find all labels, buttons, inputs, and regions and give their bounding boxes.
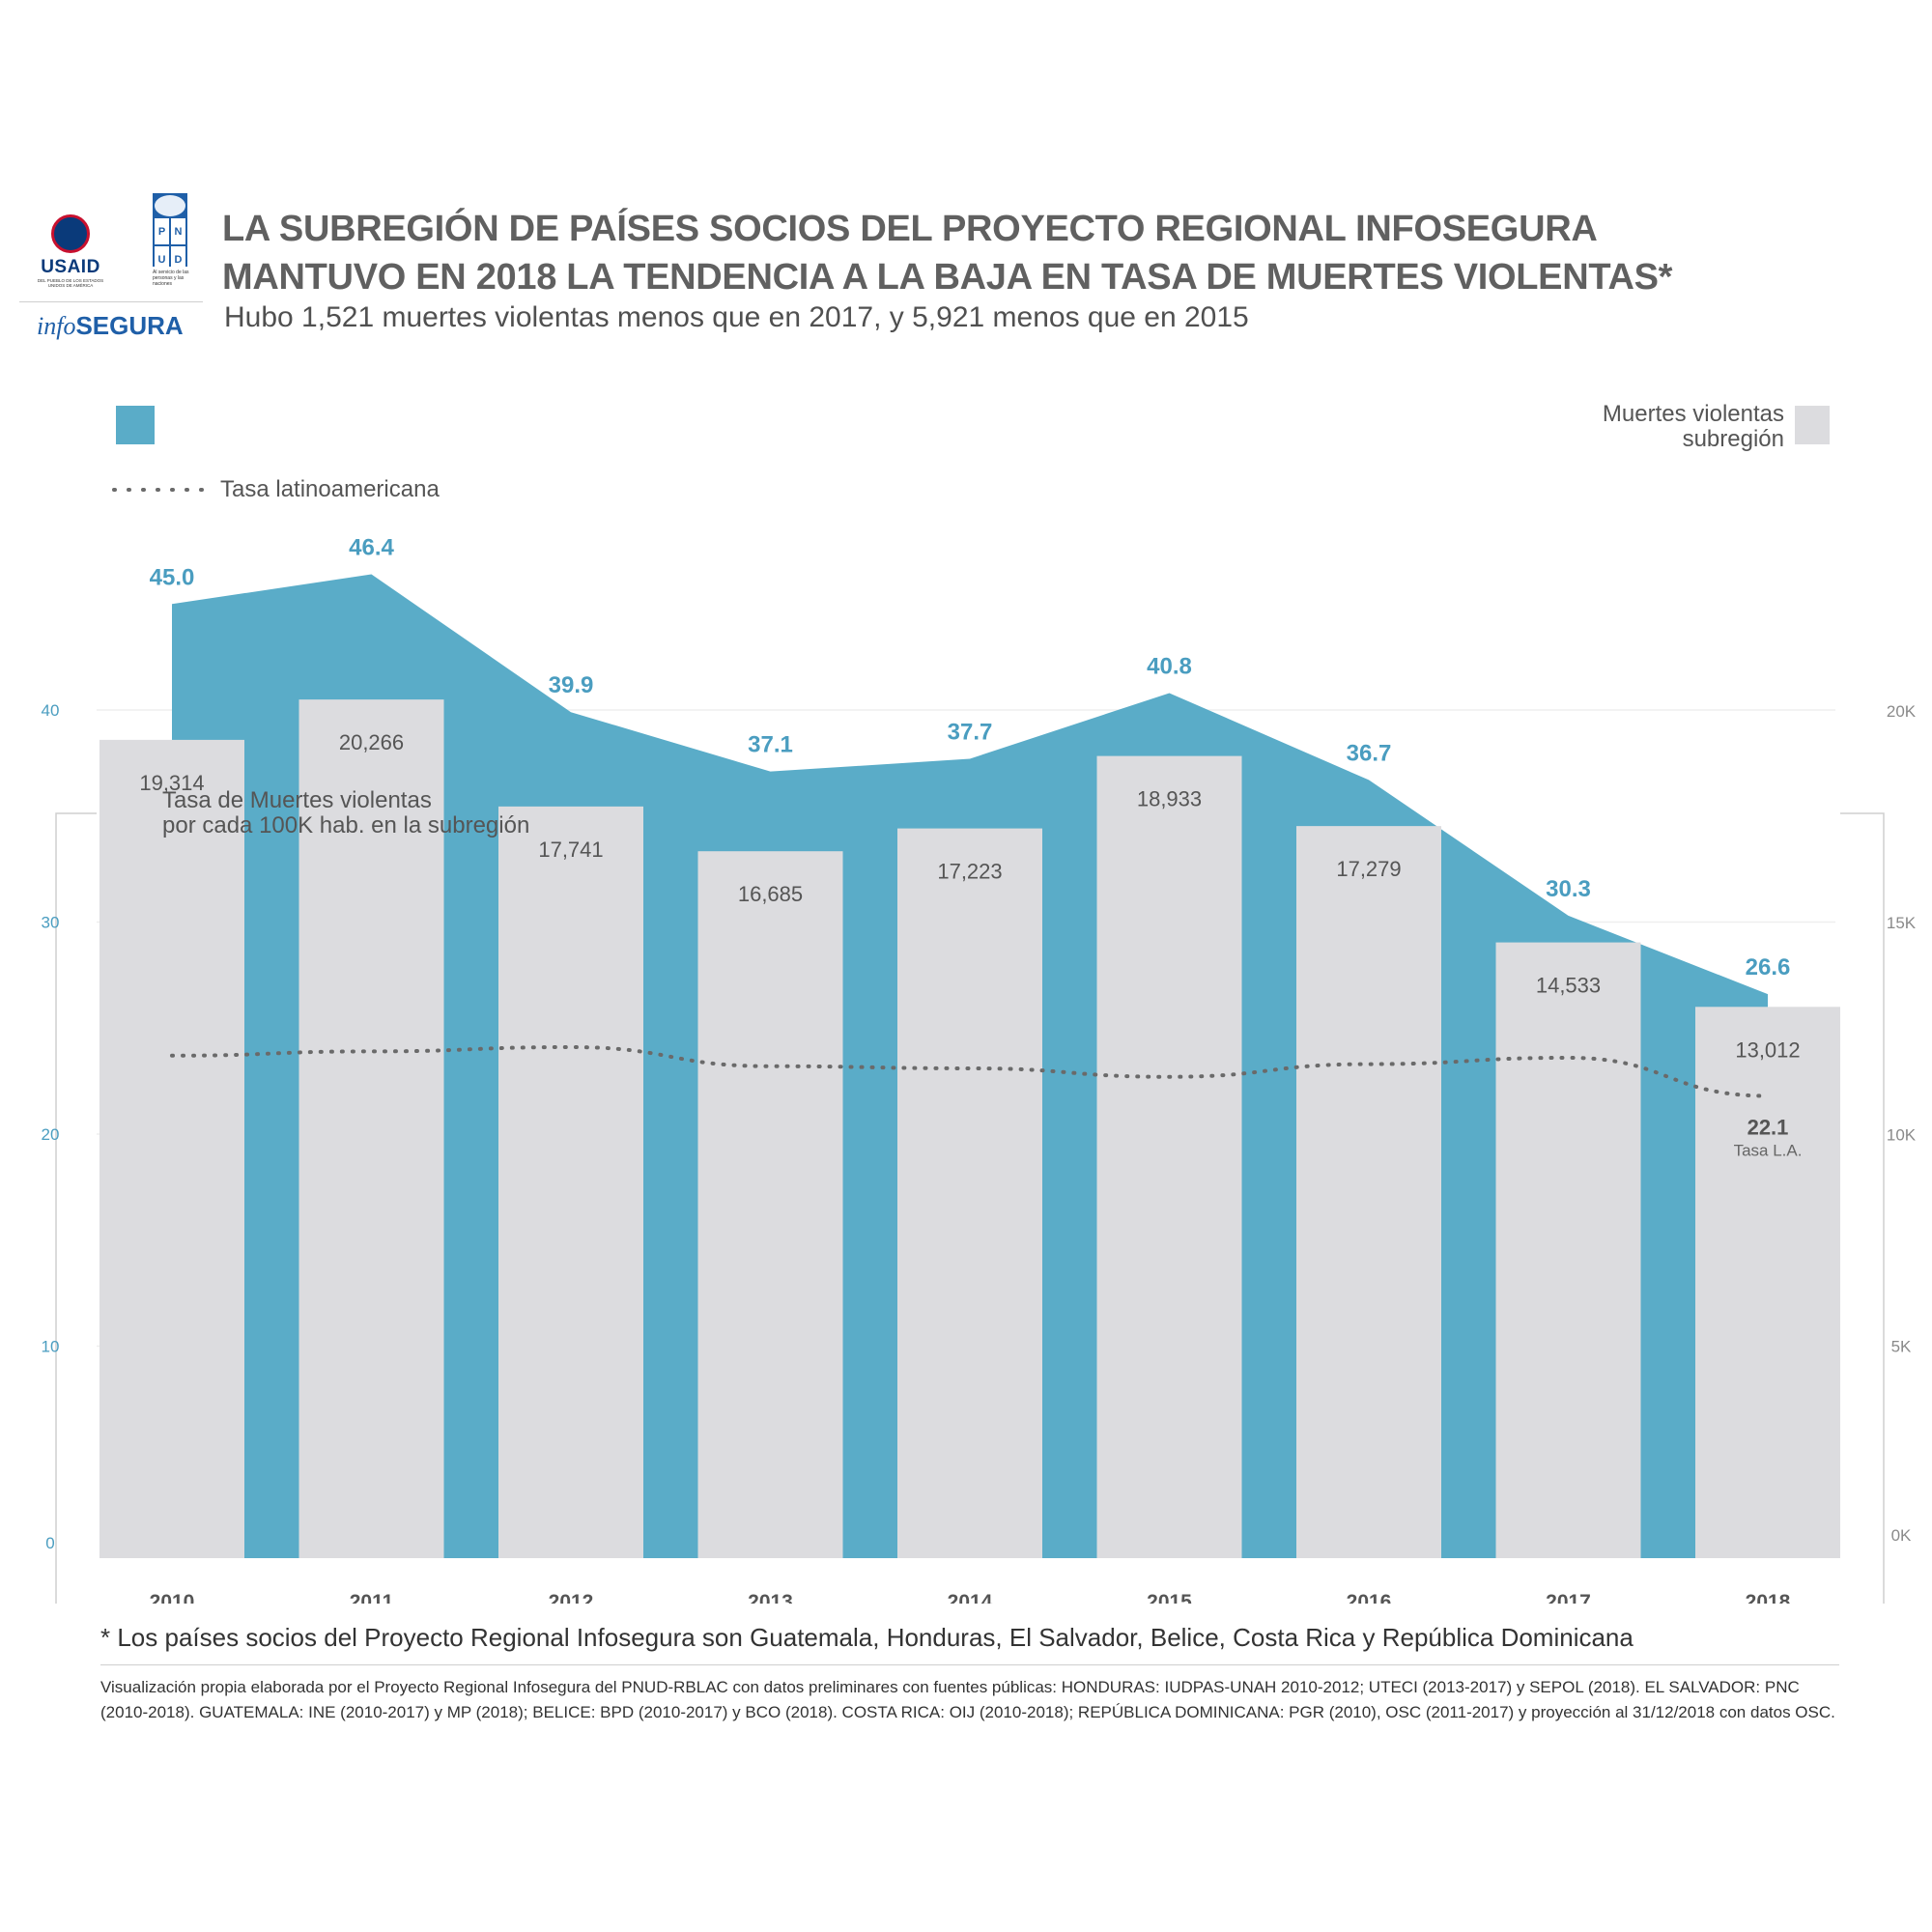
- deaths-bar: [498, 806, 643, 1558]
- x-axis-label: 2014: [948, 1591, 993, 1604]
- right-axis-tick-label: 5K: [1891, 1338, 1912, 1356]
- deaths-bar: [1495, 942, 1641, 1558]
- deaths-bar: [1296, 826, 1441, 1558]
- title-line-2: MANTUVO EN 2018 LA TENDENCIA A LA BAJA E…: [222, 257, 1673, 298]
- deaths-label: 17,741: [538, 838, 603, 862]
- footnote: * Los países socios del Proyecto Regiona…: [100, 1623, 1634, 1652]
- pnud-subtext: Al servicio de las personas y las nacion…: [153, 270, 189, 287]
- x-axis-label: 2016: [1347, 1591, 1392, 1604]
- la-rate-line: [170, 1045, 1770, 1098]
- left-axis-tick-label: 30: [42, 914, 60, 932]
- logo-divider: [19, 301, 203, 302]
- x-axis-label: 2013: [748, 1591, 793, 1604]
- right-axis-tick-label: 0K: [1891, 1526, 1912, 1545]
- deaths-bar: [697, 851, 843, 1558]
- deaths-label: 16,685: [738, 882, 803, 906]
- x-axis-label: 2017: [1546, 1591, 1591, 1604]
- rate-label: 46.4: [349, 535, 394, 561]
- deaths-label: 14,533: [1536, 974, 1601, 998]
- x-axis-label: 2015: [1147, 1591, 1192, 1604]
- deaths-label: 17,279: [1336, 857, 1401, 881]
- deaths-label: 18,933: [1137, 787, 1202, 811]
- legend-deaths-label: subregión: [1683, 426, 1784, 452]
- left-axis-tick-label: 10: [42, 1338, 60, 1356]
- chart: 19,314 20,266 17,741 16,685 17,223 18,933 17,2…: [42, 401, 1917, 1604]
- right-axis-tick-label: 20K: [1887, 702, 1917, 721]
- legend-rate-label: por cada 100K hab. en la subregión: [162, 812, 529, 838]
- left-axis-tick-label: 20: [42, 1125, 60, 1144]
- legend-deaths-swatch: [1795, 406, 1830, 444]
- right-axis-tick-label: 10K: [1887, 1125, 1917, 1144]
- rate-label: 36.7: [1347, 740, 1392, 766]
- pnud-logo: P N U D Al servicio de las personas y la…: [153, 193, 191, 287]
- deaths-bar: [298, 699, 444, 1558]
- x-axis-label: 2018: [1746, 1591, 1791, 1604]
- rate-label: 26.6: [1746, 954, 1791, 980]
- right-axis-bracket: [1840, 812, 1885, 1604]
- left-axis-tick-label: 40: [42, 701, 60, 720]
- left-axis-tick-label: 0: [45, 1534, 54, 1552]
- infosegura-logo: infoSEGURA: [37, 311, 184, 340]
- deaths-bar: [1695, 1007, 1840, 1558]
- pnud-letter: D: [171, 246, 185, 272]
- sources-divider: [100, 1664, 1839, 1665]
- la-rate-end-label: 22.1: [1747, 1115, 1789, 1139]
- title-line-1: LA SUBREGIÓN DE PAÍSES SOCIOS DEL PROYEC…: [222, 209, 1598, 249]
- sources-note: Visualización propia elaborada por el Pr…: [100, 1678, 1835, 1721]
- logo-group: USAID DEL PUEBLO DE LOS ESTADOS UNIDOS D…: [19, 193, 213, 348]
- deaths-label: 17,223: [937, 860, 1002, 884]
- x-axis-label: 2012: [549, 1591, 594, 1604]
- usaid-subtext: DEL PUEBLO DE LOS ESTADOS UNIDOS DE AMÉR…: [37, 278, 104, 288]
- deaths-bar: [1096, 755, 1242, 1558]
- pnud-letter: U: [155, 246, 169, 272]
- usaid-wordmark: USAID: [41, 257, 100, 277]
- pnud-letter: P: [155, 218, 169, 244]
- chart-title: LA SUBREGIÓN DE PAÍSES SOCIOS DEL PROYEC…: [222, 205, 1922, 301]
- rate-label: 30.3: [1546, 876, 1591, 902]
- deaths-label: 13,012: [1735, 1037, 1800, 1062]
- deaths-label: 19,314: [139, 771, 204, 795]
- chart-subtitle: Hubo 1,521 muertes violentas menos que e…: [224, 301, 1249, 333]
- rate-label: 45.0: [150, 564, 195, 590]
- deaths-bar: [897, 828, 1042, 1558]
- pnud-letter: N: [171, 218, 185, 244]
- la-rate-end-note: Tasa L.A.: [1734, 1141, 1803, 1159]
- legend-deaths-label: Muertes violentas: [1603, 401, 1784, 427]
- legend-rate-swatch: [116, 406, 155, 444]
- pnud-emblem-icon: P N U D: [153, 193, 187, 272]
- legend-la-label: Tasa latinoamericana: [220, 476, 440, 502]
- legend-rate-label: Tasa de Muertes violentas: [162, 787, 432, 813]
- x-axis-label: 2011: [350, 1591, 394, 1604]
- x-axis-label: 2010: [150, 1591, 195, 1604]
- left-axis-bracket: [55, 812, 97, 1604]
- rate-label: 39.9: [549, 672, 594, 698]
- rate-label: 37.1: [748, 732, 793, 758]
- deaths-label: 20,266: [339, 730, 404, 754]
- deaths-bar: [99, 739, 244, 1558]
- right-axis-tick-label: 15K: [1887, 914, 1917, 932]
- usaid-seal-icon: [51, 214, 90, 253]
- rate-label: 37.7: [948, 719, 993, 745]
- rate-label: 40.8: [1147, 653, 1192, 679]
- usaid-logo: USAID DEL PUEBLO DE LOS ESTADOS UNIDOS D…: [31, 214, 110, 288]
